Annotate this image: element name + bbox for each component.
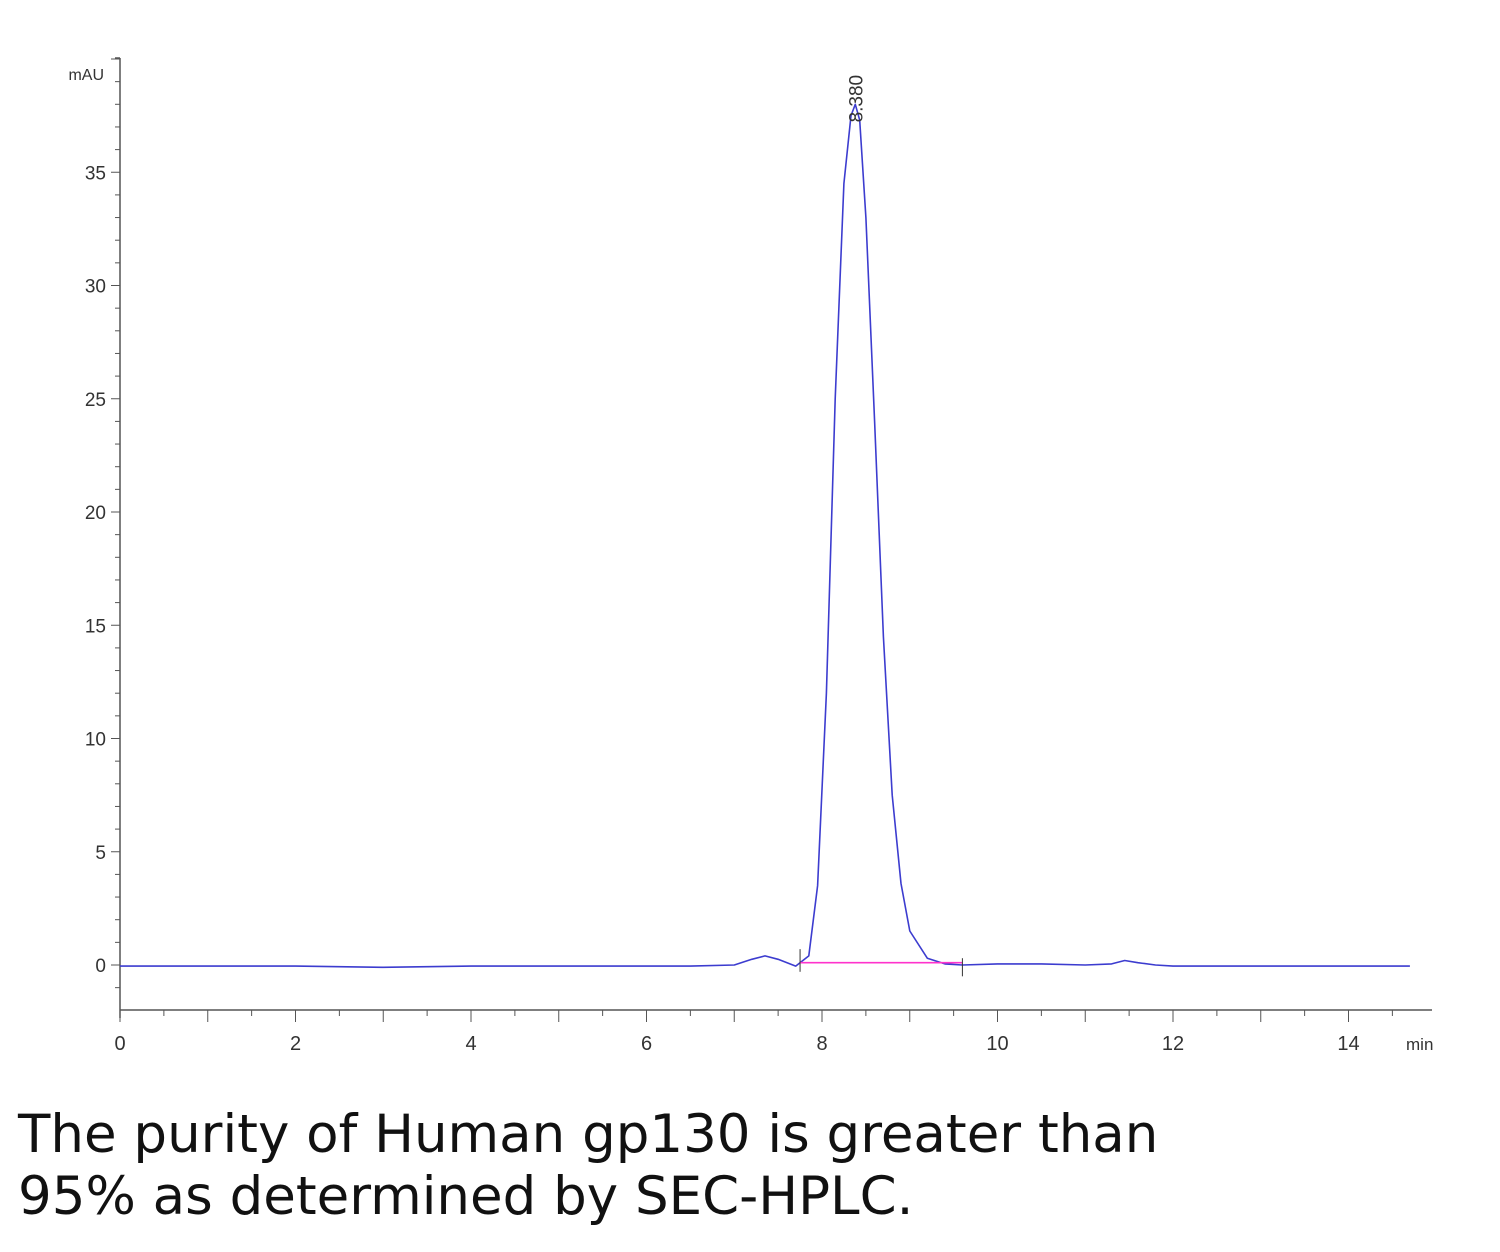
- y-tick-label: 15: [85, 616, 106, 637]
- caption-line-2: 95% as determined by SEC-HPLC.: [18, 1166, 914, 1227]
- axes-layer: 0 5 10 15 20 25 30 35 0 2 4 6 8 10 12 14: [85, 57, 1432, 1055]
- y-tick-label: 5: [95, 843, 106, 864]
- y-tick-label: 35: [85, 163, 106, 184]
- y-tick-label: 30: [85, 277, 106, 298]
- x-tick-label: 8: [816, 1033, 827, 1055]
- caption-line-1: The purity of Human gp130 is greater tha…: [18, 1104, 1159, 1165]
- x-tick-label: 14: [1337, 1033, 1359, 1055]
- x-tick-label: 12: [1162, 1033, 1184, 1055]
- y-tick-label: 0: [95, 956, 106, 977]
- peak-retention-label: 8.380: [846, 75, 867, 123]
- y-tick-label: 25: [85, 390, 106, 411]
- y-tick-label: 20: [85, 503, 106, 524]
- chromatogram-chart: 0 5 10 15 20 25 30 35 0 2 4 6 8 10 12 14 mAU min 8.380: [68, 57, 1433, 1055]
- series-layer: [120, 103, 1410, 977]
- x-tick-label: 2: [290, 1033, 301, 1055]
- y-tick-label: 10: [85, 730, 106, 751]
- x-axis-label: min: [1406, 1035, 1433, 1054]
- x-tick-label: 10: [986, 1033, 1008, 1055]
- x-tick-label: 0: [114, 1033, 125, 1055]
- caption: The purity of Human gp130 is greater tha…: [18, 1104, 1478, 1228]
- y-axis-label: mAU: [68, 67, 104, 84]
- x-tick-label: 6: [641, 1033, 652, 1055]
- x-tick-label: 4: [465, 1033, 476, 1055]
- chromatogram-trace: [120, 103, 1410, 969]
